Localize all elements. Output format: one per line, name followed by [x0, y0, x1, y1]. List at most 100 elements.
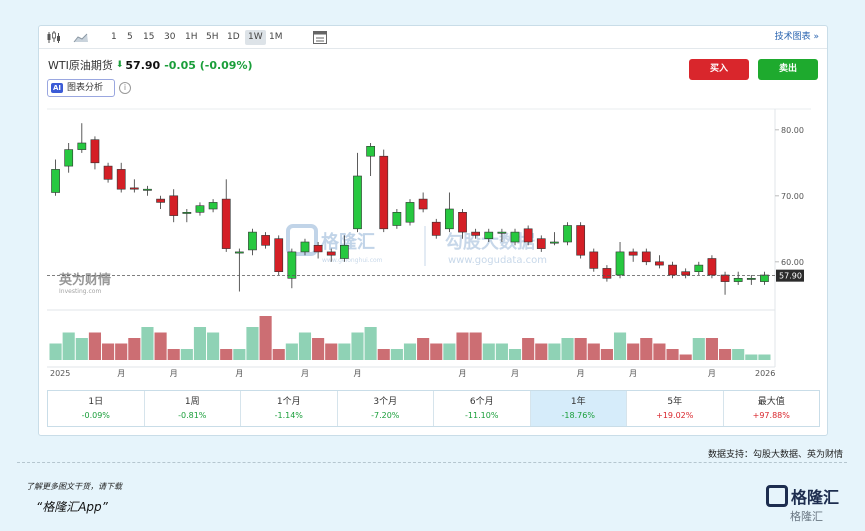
period-2[interactable]: 1个月 -1.14% — [241, 391, 338, 426]
candle — [103, 162, 113, 183]
interval-30[interactable]: 30 — [164, 32, 176, 42]
volume-bar — [627, 343, 640, 360]
candlestick-icon[interactable] — [45, 30, 61, 45]
volume-bars — [49, 316, 771, 360]
candle — [681, 268, 691, 279]
glh-sub-watermark: www.gelonghui.com — [322, 257, 383, 264]
volume-bar — [75, 338, 88, 360]
volume-bar — [600, 349, 613, 360]
buy-button[interactable]: 买入 — [689, 59, 749, 80]
last-price-label: 57.90 — [779, 272, 802, 281]
sell-button[interactable]: 卖出 — [758, 59, 818, 80]
volume-bar — [613, 332, 627, 360]
instrument-name: WTI原油期货 — [48, 59, 113, 72]
candle — [760, 271, 769, 285]
candle — [523, 225, 533, 246]
candle — [392, 209, 402, 229]
candle-body — [221, 198, 231, 249]
volume-bar — [49, 343, 62, 360]
candle-body — [536, 238, 546, 249]
interval-5[interactable]: 5 — [127, 32, 133, 42]
interval-15[interactable]: 15 — [143, 32, 155, 42]
period-7[interactable]: 最大值 +97.88% — [724, 391, 820, 426]
period-5[interactable]: 1年 -18.76% — [530, 391, 627, 426]
volume-bar — [298, 332, 312, 360]
candle-body — [602, 268, 612, 279]
area-chart-icon[interactable] — [73, 30, 89, 45]
interval-1h[interactable]: 1H — [185, 32, 198, 42]
volume-bar — [522, 338, 535, 360]
candle — [550, 232, 559, 246]
candle — [405, 199, 415, 226]
candle-body — [261, 235, 270, 246]
volume-bar — [325, 343, 338, 360]
candle — [379, 149, 389, 233]
volume-bar — [128, 338, 141, 360]
period-label: 5年 — [667, 397, 683, 407]
interval-1w[interactable]: 1W — [245, 30, 266, 45]
candle — [746, 275, 756, 285]
volume-bar — [338, 343, 351, 360]
interval-1[interactable]: 1 — [111, 32, 117, 42]
candlestick-chart[interactable]: 英为财情 Investing.com 格隆汇 www.gelonghui.com… — [39, 26, 829, 388]
candle-body — [182, 212, 192, 214]
volume-bar — [679, 354, 692, 360]
x-tick-label: 月 — [511, 369, 519, 378]
x-tick-label: 2025 — [50, 369, 70, 378]
candle-body — [694, 264, 704, 273]
x-tick-label: 月 — [235, 369, 243, 378]
candle-body — [760, 274, 769, 282]
candle — [221, 179, 231, 252]
candle — [602, 265, 612, 282]
volume-bar — [732, 349, 745, 360]
candle-body — [628, 251, 638, 256]
x-tick-label: 月 — [577, 369, 585, 378]
period-0[interactable]: 1日 -0.09% — [48, 391, 145, 426]
candle — [458, 209, 467, 239]
volume-bar — [193, 327, 207, 360]
period-6[interactable]: 5年 +19.02% — [627, 391, 724, 426]
info-icon[interactable]: i — [119, 82, 131, 94]
candle-body — [563, 225, 572, 243]
tech-chart-link[interactable]: 技术图表 » — [774, 32, 819, 42]
candle-body — [445, 208, 454, 230]
volume-bar — [443, 343, 456, 360]
candle-body — [300, 241, 310, 253]
candle-body — [195, 205, 205, 213]
period-4[interactable]: 6个月 -11.10% — [434, 391, 531, 426]
candle — [248, 228, 257, 256]
ai-analysis-button[interactable]: AI 图表分析 — [47, 79, 115, 97]
candle-body — [550, 241, 559, 244]
calendar-icon[interactable] — [312, 30, 328, 45]
interval-1m[interactable]: 1M — [269, 32, 283, 42]
candle — [300, 238, 310, 256]
x-tick-label: 月 — [117, 369, 125, 378]
interval-1d[interactable]: 1D — [227, 32, 240, 42]
candle-body — [169, 195, 179, 216]
app-name[interactable]: “格隆汇App” — [36, 500, 108, 514]
candle — [261, 232, 270, 249]
candle — [471, 228, 481, 239]
period-change: +19.02% — [656, 411, 694, 420]
volume-bar — [403, 343, 417, 360]
candle-body — [641, 251, 651, 263]
candle-body — [353, 175, 362, 230]
period-3[interactable]: 3个月 -7.20% — [338, 391, 434, 426]
candle — [339, 235, 349, 262]
interval-5h[interactable]: 5H — [206, 32, 219, 42]
candle — [274, 235, 284, 275]
instrument-price: 57.90 — [125, 58, 161, 72]
volume-bar — [561, 338, 574, 360]
period-label: 1日 — [88, 397, 104, 407]
volume-bar — [718, 349, 732, 360]
x-tick-label: 月 — [629, 369, 637, 378]
candle-body — [90, 139, 100, 164]
volume-bar — [653, 343, 666, 360]
x-tick-label: 月 — [170, 369, 178, 378]
candle — [313, 242, 323, 259]
chart-card: 1 5 15 30 1H 5H 1D 1W 1M 技术图表 » WTI原油期货 ⬇ 57.90 -0.… — [38, 25, 828, 436]
candle — [64, 143, 74, 173]
period-1[interactable]: 1周 -0.81% — [145, 391, 241, 426]
volume-bar — [180, 349, 193, 360]
period-change: -0.81% — [178, 411, 207, 420]
